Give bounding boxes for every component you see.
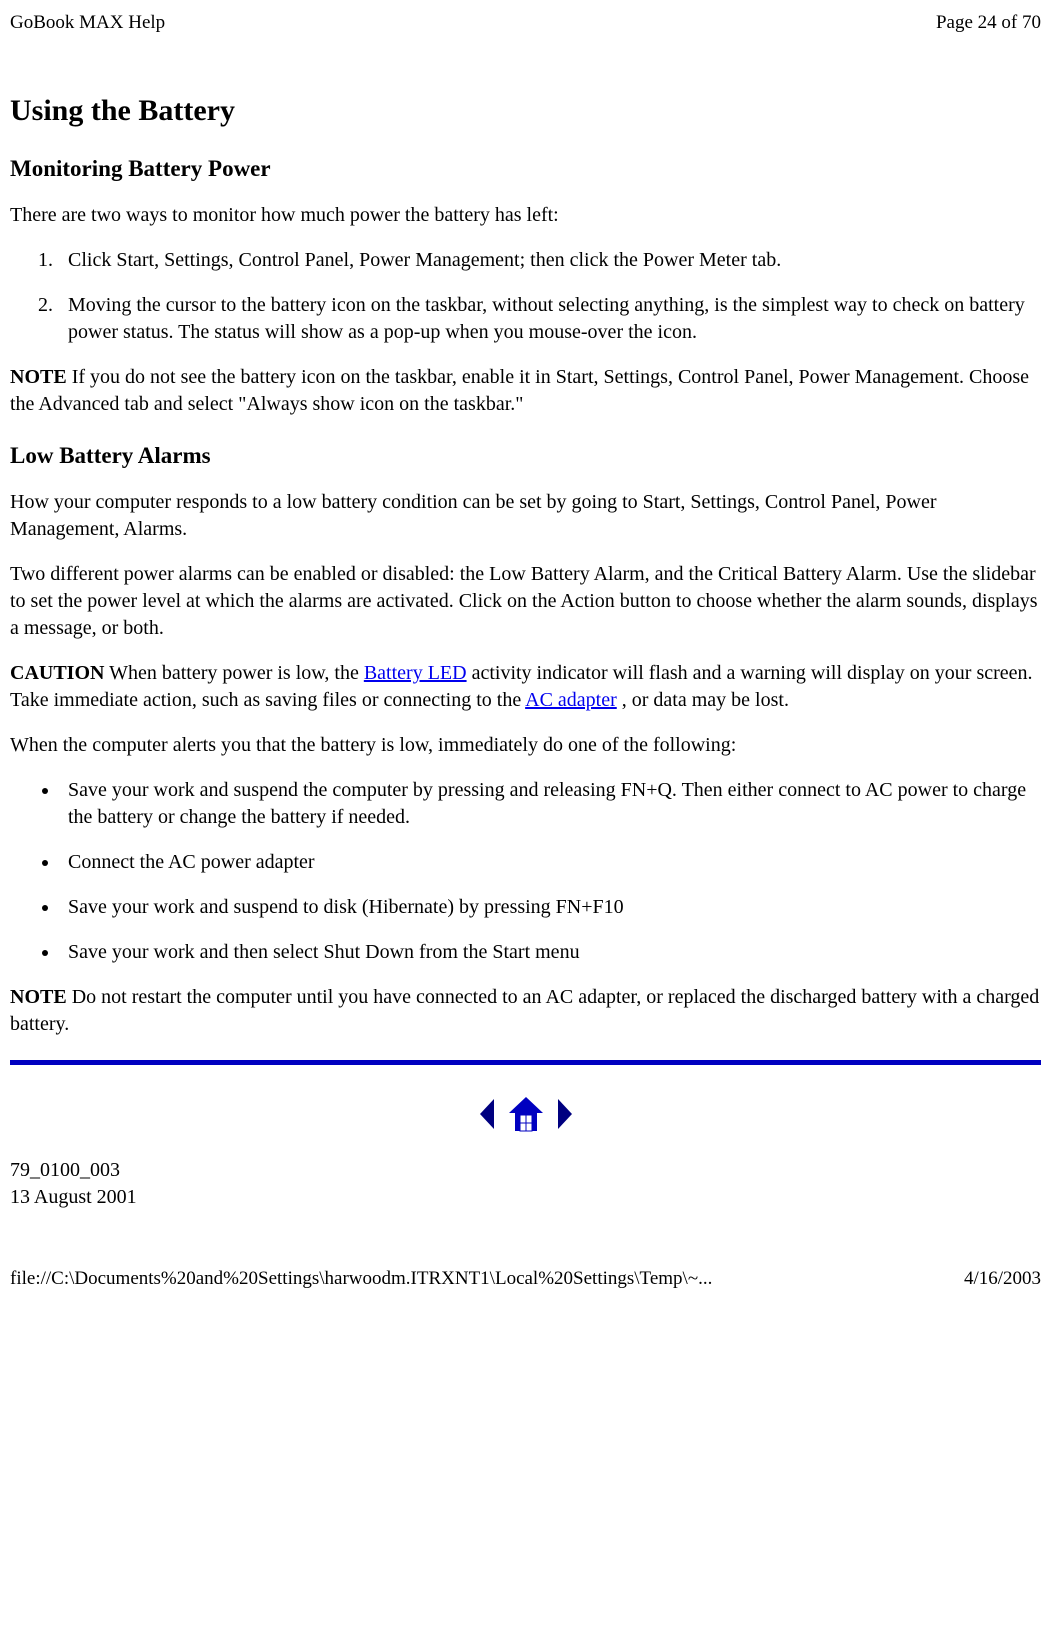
monitoring-list: Click Start, Settings, Control Panel, Po… <box>10 247 1041 346</box>
home-icon[interactable] <box>506 1095 546 1133</box>
next-icon[interactable] <box>555 1097 575 1131</box>
doc-date: 13 August 2001 <box>10 1184 1041 1211</box>
note-paragraph: NOTE If you do not see the battery icon … <box>10 364 1041 418</box>
note2-text: Do not restart the computer until you ha… <box>10 986 1039 1035</box>
ac-adapter-link[interactable]: AC adapter <box>525 689 617 711</box>
page-footer: file://C:\Documents%20and%20Settings\har… <box>10 1266 1041 1292</box>
caution-paragraph: CAUTION When battery power is low, the B… <box>10 660 1041 714</box>
list-item: Save your work and then select Shut Down… <box>60 939 1041 966</box>
list-item: Click Start, Settings, Control Panel, Po… <box>58 247 1041 274</box>
page-indicator: Page 24 of 70 <box>936 10 1041 36</box>
section-alarms-title: Low Battery Alarms <box>10 440 1041 471</box>
alarms-p2: Two different power alarms can be enable… <box>10 561 1041 642</box>
list-item: Connect the AC power adapter <box>60 849 1041 876</box>
page-header: GoBook MAX Help Page 24 of 70 <box>10 10 1041 36</box>
footer-path: file://C:\Documents%20and%20Settings\har… <box>10 1266 712 1292</box>
divider <box>10 1060 1041 1065</box>
list-item: Moving the cursor to the battery icon on… <box>58 292 1041 346</box>
caution-post: , or data may be lost. <box>617 689 789 711</box>
caution-label: CAUTION <box>10 662 104 684</box>
doc-id: 79_0100_003 <box>10 1157 1041 1184</box>
alarms-p1: How your computer responds to a low batt… <box>10 489 1041 543</box>
page-title: Using the Battery <box>10 91 1041 132</box>
caution-pre: When battery power is low, the <box>104 662 363 684</box>
alarms-p3: When the computer alerts you that the ba… <box>10 732 1041 759</box>
battery-led-link[interactable]: Battery LED <box>364 662 467 684</box>
monitoring-intro: There are two ways to monitor how much p… <box>10 202 1041 229</box>
footer-date: 4/16/2003 <box>964 1266 1041 1292</box>
note-text: If you do not see the battery icon on th… <box>10 366 1029 415</box>
section-monitoring-title: Monitoring Battery Power <box>10 153 1041 184</box>
list-item: Save your work and suspend the computer … <box>60 777 1041 831</box>
note2-label: NOTE <box>10 986 67 1008</box>
doc-meta: 79_0100_003 13 August 2001 <box>10 1157 1041 1211</box>
list-item: Save your work and suspend to disk (Hibe… <box>60 894 1041 921</box>
prev-icon[interactable] <box>477 1097 497 1131</box>
note-label: NOTE <box>10 366 67 388</box>
nav-icons <box>10 1095 1041 1133</box>
low-battery-actions: Save your work and suspend the computer … <box>10 777 1041 966</box>
note2-paragraph: NOTE Do not restart the computer until y… <box>10 984 1041 1038</box>
header-title: GoBook MAX Help <box>10 10 165 36</box>
